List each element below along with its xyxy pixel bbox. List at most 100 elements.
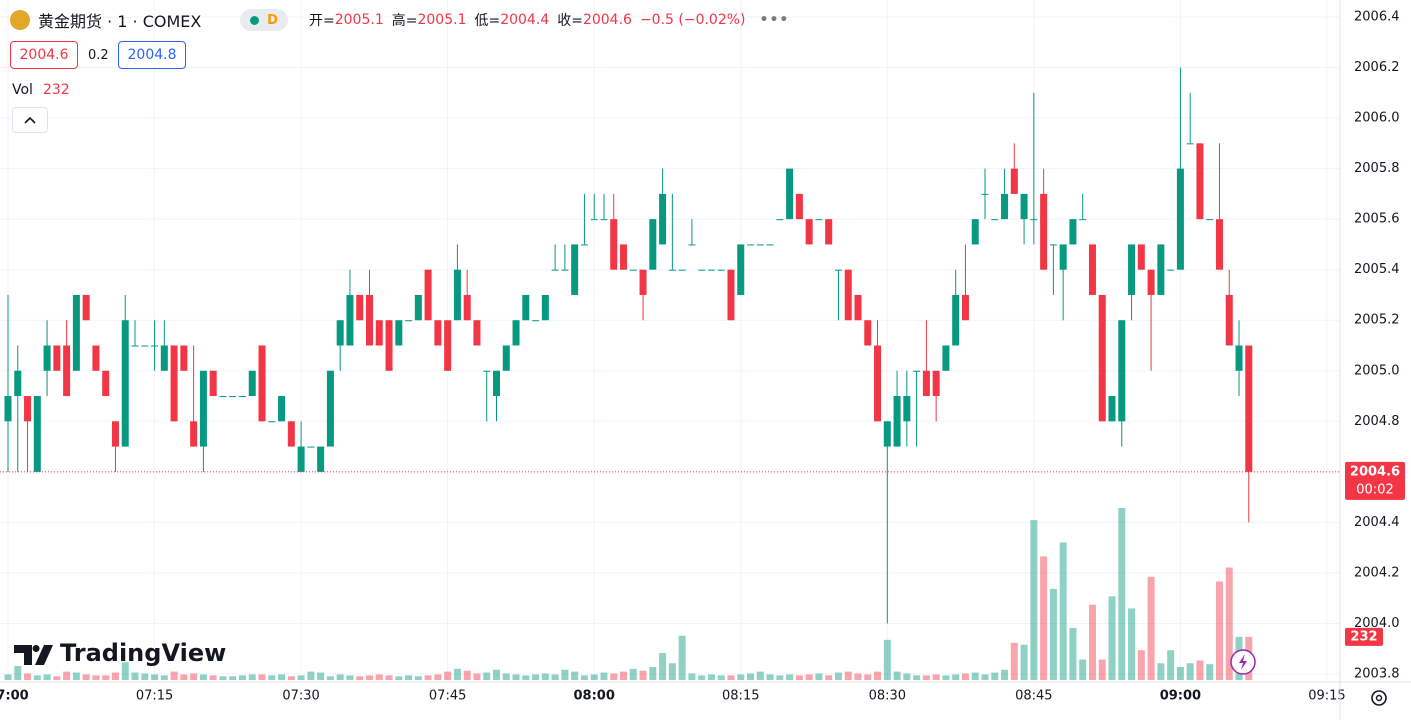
volume-bar [326, 676, 334, 680]
volume-bar [287, 676, 295, 680]
candle-body [1235, 345, 1243, 371]
candle-body [434, 320, 442, 346]
settings-button[interactable] [1371, 690, 1387, 706]
buy-button[interactable]: 2004.8 [118, 41, 186, 69]
grid [0, 0, 1340, 682]
collapse-button[interactable] [12, 107, 48, 133]
candle-body [444, 320, 452, 371]
volume-bar [786, 674, 794, 680]
volume-badge [1345, 627, 1383, 646]
volume-bar [991, 672, 999, 680]
candle-body [307, 446, 315, 448]
volume-bar [698, 675, 706, 680]
candle-body [180, 345, 188, 371]
x-tick-label: 07:30 [282, 689, 319, 704]
candle-body [131, 345, 139, 347]
candle-body [1001, 193, 1009, 220]
candle-body [854, 294, 862, 321]
candle-body [922, 370, 930, 397]
candle-body [844, 269, 852, 321]
candle-body [571, 244, 579, 295]
candle-body [219, 396, 227, 398]
candle-body [727, 269, 735, 321]
volume-bar [580, 675, 588, 680]
volume-bar [825, 675, 833, 680]
candle-body [698, 269, 706, 271]
volume-bar [688, 673, 696, 680]
volume-bar [1215, 581, 1223, 680]
candle-body [317, 446, 325, 472]
x-tick-label: 08:15 [722, 689, 759, 704]
candle-body [991, 219, 999, 221]
candle-body [209, 370, 217, 397]
candle-body [1010, 168, 1018, 194]
close-value: 2004.6 [582, 12, 632, 28]
volume-bar [190, 673, 198, 680]
status-badge[interactable]: D [240, 9, 288, 31]
candle-body [1040, 193, 1048, 270]
symbol-title[interactable]: 黄金期货 · 1 · COMEX [38, 12, 202, 31]
candle-body [463, 294, 471, 321]
volume-bar [541, 673, 549, 680]
lightning-button[interactable] [1230, 649, 1256, 675]
volume-bar [1128, 608, 1136, 680]
candle-body [737, 244, 745, 295]
volume-bar [971, 672, 979, 680]
volume-bar [141, 673, 149, 680]
candle-body [776, 219, 784, 221]
candle-body [1215, 219, 1223, 270]
volume-bar [199, 674, 207, 680]
candle-body [707, 269, 715, 271]
candle-body [502, 345, 510, 371]
volume-bar [795, 675, 803, 680]
volume-bar [229, 676, 237, 680]
x-tick-label: 07:15 [136, 689, 173, 704]
y-tick-label: 2005.2 [1354, 313, 1400, 328]
volume-bar [854, 673, 862, 680]
candle-body [473, 320, 481, 346]
candle-body [160, 345, 168, 371]
volume-bar [336, 674, 344, 680]
volume-bar [92, 675, 100, 680]
volume-bar [1079, 659, 1087, 680]
volume-bar [493, 669, 500, 680]
y-tick-label: 2004.4 [1354, 515, 1400, 530]
candle-body [1167, 269, 1175, 271]
candle-body [141, 345, 149, 347]
sell-button[interactable]: 2004.6 [10, 41, 78, 69]
volume-bar [1157, 663, 1165, 680]
candle-body [532, 320, 540, 322]
candle-body [297, 446, 305, 472]
volume-bar [932, 674, 940, 680]
candle-body [1069, 219, 1077, 245]
more-button[interactable]: ••• [759, 12, 790, 28]
volume-bar [356, 676, 364, 680]
volume-bar [1147, 576, 1155, 680]
candles [4, 67, 1253, 624]
volume-bar [209, 675, 217, 680]
last-price-label: 2004.6 [1350, 464, 1400, 479]
volume-bar [883, 639, 891, 680]
y-tick-label: 2005.8 [1354, 161, 1400, 176]
volume-bar [1137, 650, 1145, 680]
volume-bar [53, 676, 61, 680]
candle-body [874, 345, 882, 422]
volume-bar [1059, 542, 1067, 680]
candle-body [1176, 168, 1184, 270]
candle-body [170, 345, 178, 422]
volume-bar [258, 674, 266, 680]
y-tick-label: 2004.0 [1354, 616, 1400, 631]
volume-bar [844, 671, 852, 680]
y-tick-label: 2005.6 [1354, 212, 1400, 227]
volume-bar [639, 670, 647, 680]
volume-bar [1098, 659, 1106, 680]
volume-bar [307, 671, 315, 680]
candle-body [932, 370, 940, 397]
candle-body [375, 320, 383, 346]
volume-bar [668, 663, 676, 680]
change: −0.5 (−0.02%) [639, 12, 746, 28]
y-tick-label: 2006.0 [1354, 111, 1400, 126]
volume-bar [913, 675, 921, 680]
candle-body [1088, 244, 1096, 295]
